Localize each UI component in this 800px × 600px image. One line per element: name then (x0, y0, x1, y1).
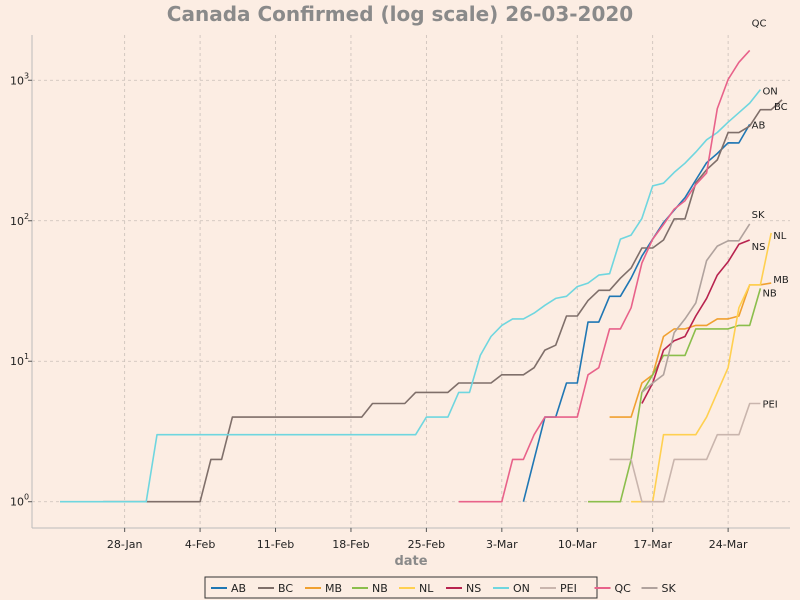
legend-entry-nl: NL (419, 582, 434, 595)
legend-entry-pei: PEI (560, 582, 577, 595)
x-axis-label: date (394, 554, 427, 569)
series-line-on (60, 89, 762, 503)
x-tick-label: 25-Feb (408, 538, 445, 551)
axes (31, 35, 790, 529)
series-end-label-mb: MB (773, 275, 789, 286)
x-tick-label: 3-Mar (486, 538, 518, 551)
legend: AB BC MB NB NL NS ON PEI QC SK (204, 576, 677, 599)
series-line-ab (522, 123, 751, 502)
series-end-label-pei: PEI (762, 400, 777, 411)
x-tick-label: 28-Jan (107, 538, 143, 551)
series-lines (60, 49, 783, 503)
series-end-label-qc: QC (752, 18, 767, 29)
legend-entry-nb: NB (372, 582, 388, 595)
series-line-sk (641, 223, 751, 394)
x-tick-label: 10-Mar (558, 538, 597, 551)
series-end-label-nb: NB (762, 288, 776, 299)
chart-title: Canada Confirmed (log scale) 26-03-2020 (166, 2, 634, 26)
series-end-labels: AB BC MB NB NL NS ON PEI QC SK (752, 18, 789, 410)
x-tick-label: 24-Mar (709, 538, 748, 551)
legend-entry-on: ON (513, 582, 530, 595)
series-line-nl (631, 232, 772, 503)
y-tick-label: 101 (10, 352, 29, 368)
series-end-label-nl: NL (773, 231, 786, 242)
series-line-qc (458, 49, 751, 503)
series-line-bc (103, 99, 783, 503)
grid (32, 35, 790, 528)
x-tick-label: 18-Feb (332, 538, 369, 551)
legend-entry-sk: SK (662, 582, 677, 595)
series-end-label-sk: SK (752, 210, 765, 221)
series-line-ns (641, 239, 750, 404)
series-line-pei (609, 402, 761, 503)
series-end-label-on: ON (762, 87, 777, 98)
series-end-label-bc: BC (774, 102, 788, 113)
x-tick-label: 17-Mar (633, 538, 672, 551)
y-tick-label: 102 (10, 212, 29, 228)
y-tick-label: 103 (10, 71, 29, 87)
legend-entry-ab: AB (231, 582, 246, 595)
legend-entry-mb: MB (325, 582, 342, 595)
series-end-label-ab: AB (752, 120, 766, 131)
tick-labels: 28-Jan 4-Feb 11-Feb 18-Feb 25-Feb 3-Mar 10-Mar… (10, 71, 748, 551)
x-tick-label: 4-Feb (185, 538, 215, 551)
series-line-mb (609, 282, 772, 418)
legend-entry-bc: BC (278, 582, 293, 595)
series-line-nb (588, 288, 762, 503)
legend-entry-ns: NS (466, 582, 481, 595)
legend-entry-qc: QC (615, 582, 632, 595)
x-tick-label: 11-Feb (257, 538, 294, 551)
series-end-label-ns: NS (752, 242, 766, 253)
y-tick-label: 100 (10, 493, 29, 509)
